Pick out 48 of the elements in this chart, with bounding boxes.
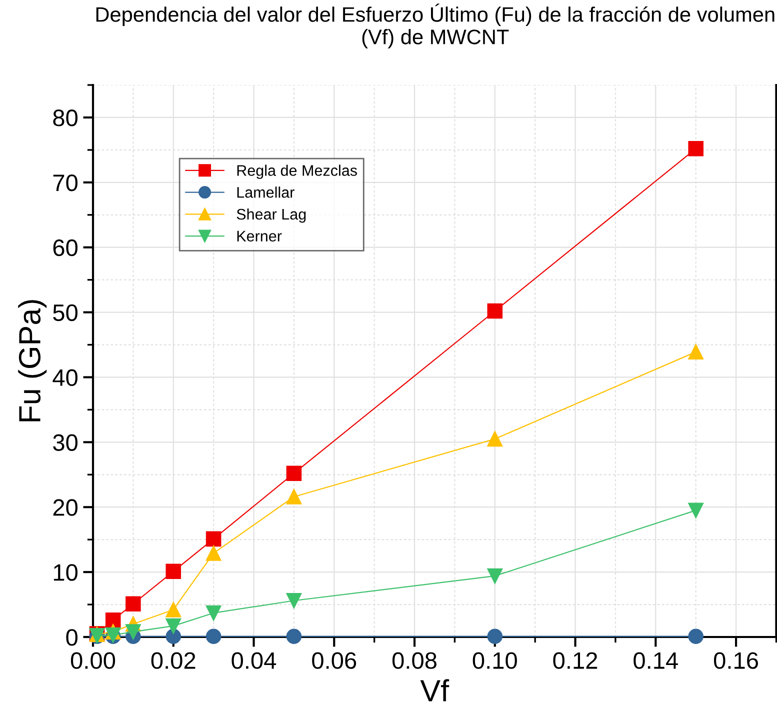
point — [126, 596, 141, 612]
y-tick-label: 50 — [53, 304, 78, 322]
point — [688, 502, 704, 518]
point — [487, 431, 503, 447]
point — [105, 612, 121, 628]
y-tick-label: 20 — [53, 499, 78, 516]
x-tick-label: 0.14 — [634, 652, 678, 669]
point — [166, 628, 182, 644]
point — [487, 628, 503, 644]
x-tick-label: 0.08 — [392, 652, 436, 669]
y-tick-label: 10 — [54, 564, 78, 581]
point — [166, 564, 182, 580]
y-tick-label: 70 — [53, 174, 78, 192]
point — [286, 628, 302, 644]
legend-label: Regla de Mezclas — [237, 164, 357, 179]
point — [166, 602, 182, 618]
legend-label: Shear Lag — [236, 208, 306, 223]
point — [286, 489, 302, 504]
point — [206, 531, 222, 547]
x-tick-label: 0.12 — [553, 652, 598, 669]
point — [206, 546, 222, 561]
point — [688, 141, 704, 156]
point — [688, 628, 704, 644]
point — [688, 344, 704, 360]
x-tick-label: 0.06 — [312, 652, 356, 669]
chart-title: Dependencia del valor del Esfuerzo Último (Fu) de la fracción de volumen (Vf) de MWCNT — [96, 4, 774, 48]
legend-label: Lamellar — [237, 186, 294, 198]
point — [487, 303, 503, 319]
y-tick-label: 30 — [53, 434, 78, 451]
point — [487, 568, 503, 584]
y-tick-label: 60 — [53, 239, 78, 256]
x-tick-label: 0.00 — [70, 652, 116, 669]
y-axis-title: Fu (GPa) — [18, 300, 47, 422]
legend-label: Kerner — [237, 230, 282, 242]
x-tick-label: 0.02 — [151, 652, 196, 669]
y-tick-label: 40 — [52, 369, 78, 386]
point — [166, 618, 182, 634]
point — [286, 466, 302, 481]
y-tick-label: 80 — [53, 110, 78, 126]
point — [206, 628, 222, 644]
x-tick-label: 0.16 — [714, 652, 758, 669]
x-tick-label: 0.10 — [472, 652, 517, 669]
x-axis-title: Vf — [420, 679, 450, 702]
point — [206, 605, 222, 621]
y-tick-label: 0 — [66, 629, 78, 646]
point — [286, 592, 302, 608]
point — [126, 624, 141, 640]
x-tick-label: 0.04 — [232, 652, 276, 669]
